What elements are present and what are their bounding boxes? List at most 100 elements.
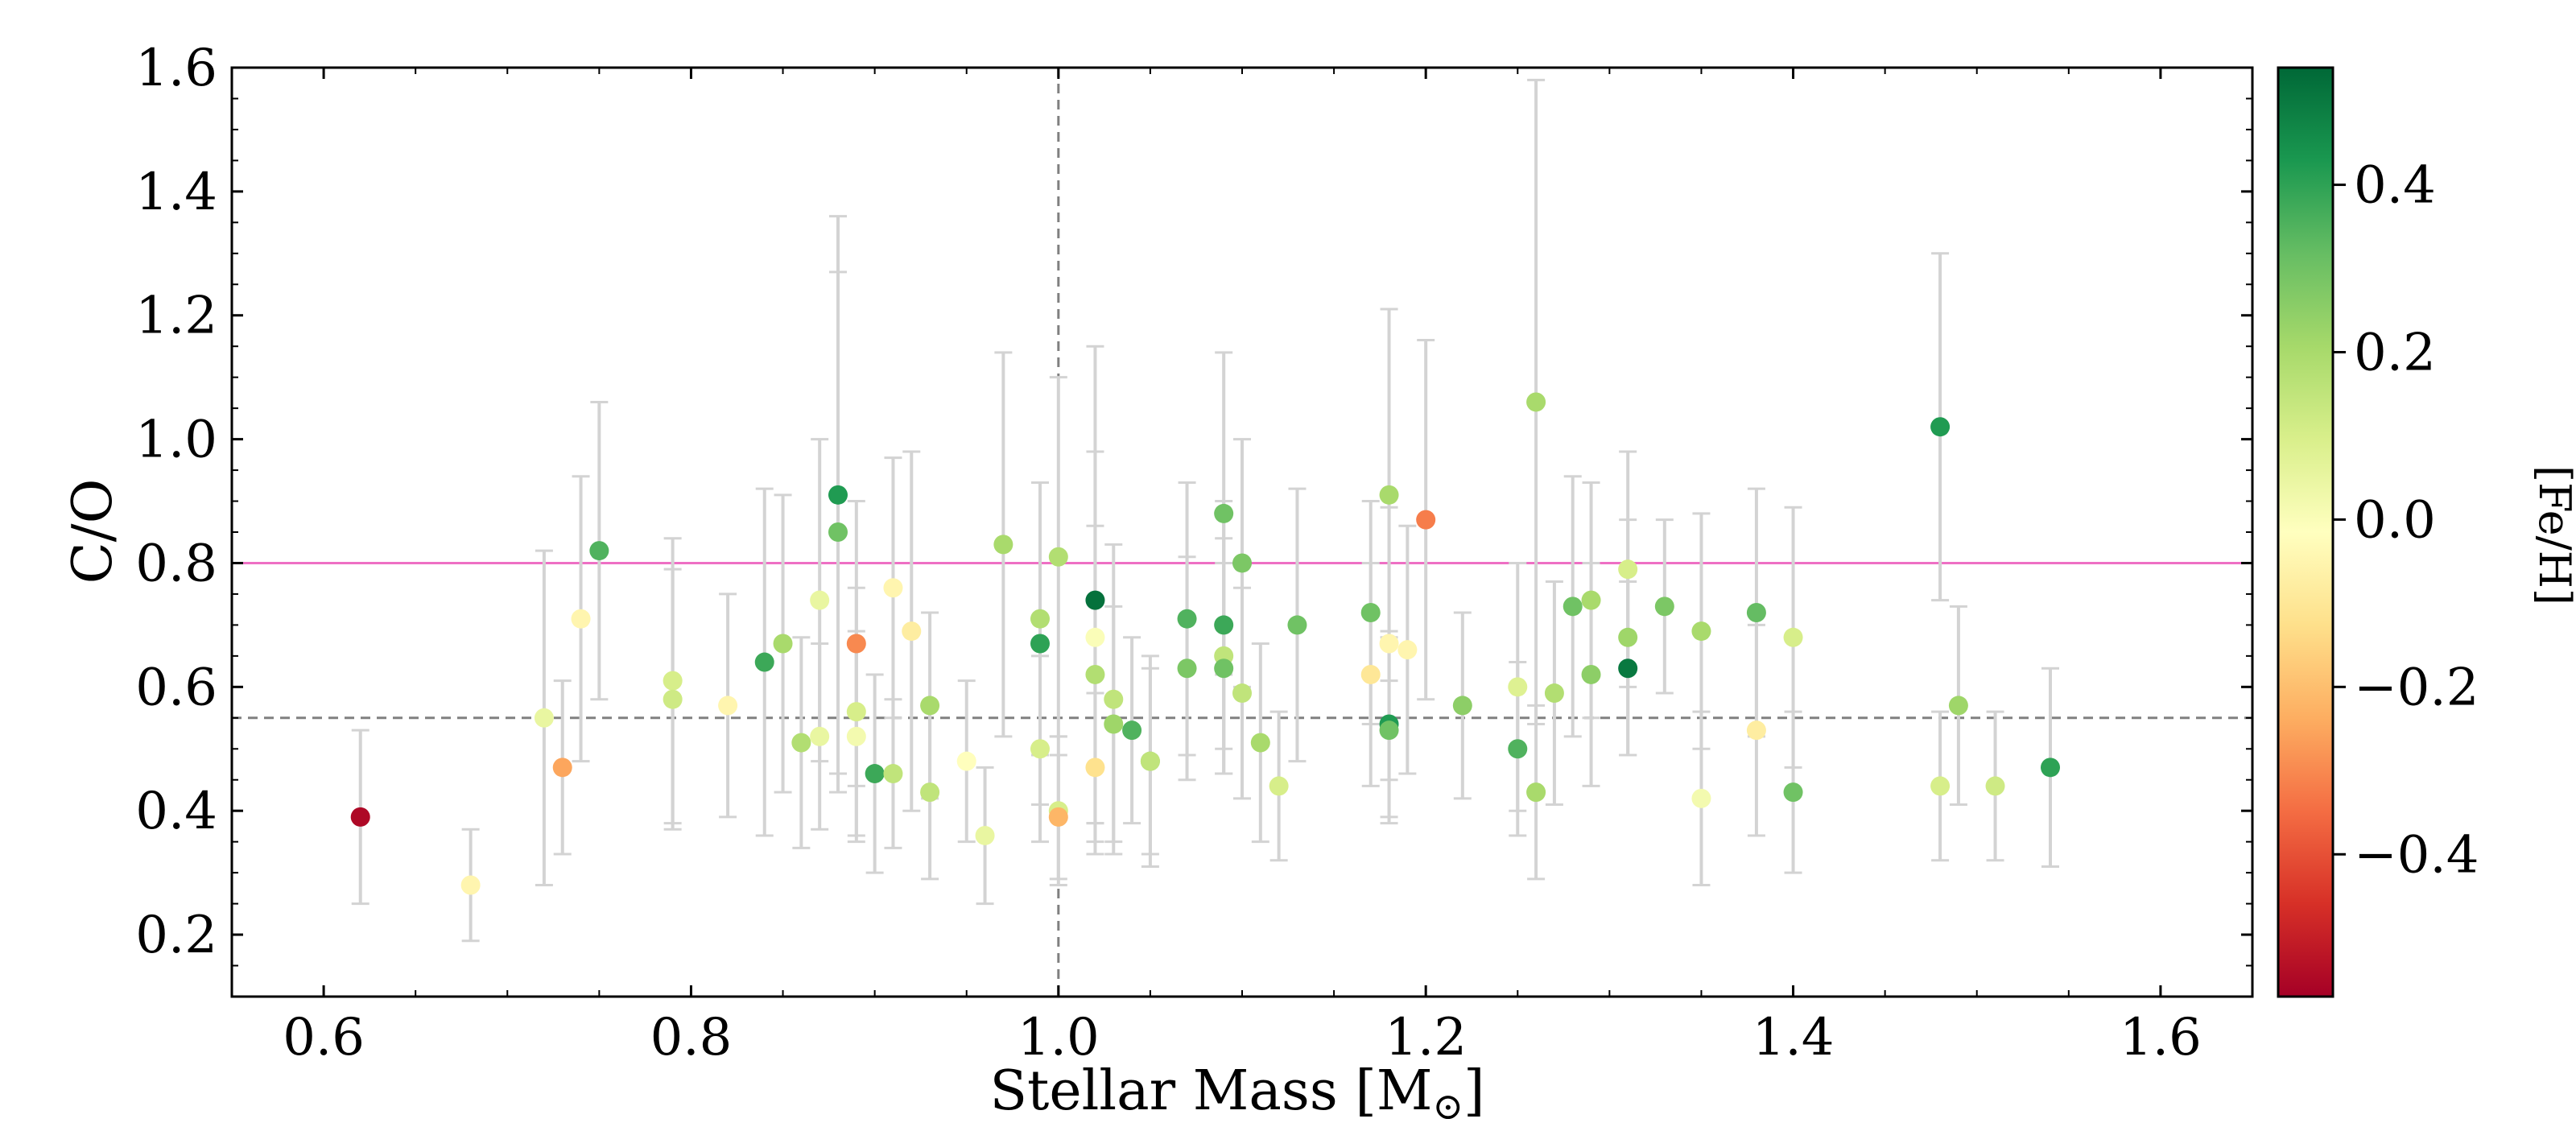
data-point-74 xyxy=(1654,597,1674,617)
data-point-70 xyxy=(1581,664,1601,684)
colorbar-tick-label: −0.4 xyxy=(2354,825,2479,885)
data-point-25 xyxy=(956,751,976,771)
data-point-15 xyxy=(828,522,848,542)
data-point-10 xyxy=(773,634,793,654)
y-tick-label: 1.4 xyxy=(135,163,217,222)
colorbar: −0.4 −0.2 0.0 0.2 0.4 xyxy=(2277,66,2479,998)
data-point-85 xyxy=(2041,758,2060,778)
x-axis-label-text: Stellar Mass [M xyxy=(989,1059,1432,1123)
data-point-40 xyxy=(1122,720,1142,741)
error-bars xyxy=(351,78,2059,943)
data-point-51 xyxy=(1250,733,1270,753)
data-point-11 xyxy=(791,733,811,753)
data-point-16 xyxy=(846,634,866,654)
data-point-59 xyxy=(1379,720,1399,741)
data-point-42 xyxy=(1140,751,1160,771)
y-tick-label: 0.8 xyxy=(135,534,217,593)
data-point-73 xyxy=(1618,658,1638,679)
data-point-61 xyxy=(1416,510,1436,530)
x-axis-label: Stellar Mass [M⊙] xyxy=(989,1059,1484,1127)
data-point-37 xyxy=(1085,758,1105,778)
data-point-44 xyxy=(1177,658,1197,679)
x-axis-label-subscript: ⊙ xyxy=(1432,1084,1463,1127)
data-point-81 xyxy=(1930,417,1951,437)
data-points xyxy=(350,392,2060,895)
data-point-46 xyxy=(1214,615,1234,635)
data-point-24 xyxy=(920,782,940,803)
data-point-30 xyxy=(1030,739,1050,759)
x-tick-label: 0.8 xyxy=(650,1008,733,1067)
data-point-2 xyxy=(534,708,554,728)
data-point-14 xyxy=(828,485,848,505)
y-tick-label: 0.6 xyxy=(135,658,217,717)
data-point-65 xyxy=(1526,392,1546,412)
x-tick-label: 1.2 xyxy=(1385,1008,1467,1067)
x-tick-label: 0.6 xyxy=(283,1008,365,1067)
data-point-55 xyxy=(1360,664,1381,684)
data-point-4 xyxy=(571,609,591,629)
y-axis-label: C/O xyxy=(61,479,125,584)
data-point-34 xyxy=(1085,590,1105,610)
x-tick-label: 1.4 xyxy=(1752,1008,1835,1067)
data-point-52 xyxy=(1269,776,1289,796)
y-tick-label: 0.2 xyxy=(135,906,217,965)
data-point-21 xyxy=(883,764,903,784)
data-point-38 xyxy=(1104,689,1124,709)
data-point-63 xyxy=(1508,677,1528,697)
data-point-1 xyxy=(460,875,481,895)
axes: 0.6 0.8 1.0 1.2 1.4 1.6 0.2 0.4 0.6 0.8 1.0 1.2 1.4 1… xyxy=(135,39,2254,1067)
data-point-56 xyxy=(1379,485,1399,505)
data-point-72 xyxy=(1618,627,1638,647)
data-point-68 xyxy=(1563,597,1583,617)
data-point-78 xyxy=(1746,720,1766,741)
data-point-29 xyxy=(1030,634,1050,654)
data-point-13 xyxy=(810,726,830,746)
x-axis-label-bracket: ] xyxy=(1463,1059,1485,1123)
data-point-5 xyxy=(589,541,609,561)
data-point-76 xyxy=(1691,788,1711,808)
data-point-0 xyxy=(350,807,370,827)
data-point-83 xyxy=(1948,696,1968,716)
data-point-54 xyxy=(1360,603,1381,623)
data-point-84 xyxy=(1985,776,2005,796)
data-point-64 xyxy=(1508,739,1528,759)
colorbar-tick-label: −0.2 xyxy=(2354,658,2479,717)
data-point-31 xyxy=(1048,547,1068,567)
data-point-22 xyxy=(902,621,922,642)
data-point-82 xyxy=(1930,776,1951,796)
data-point-80 xyxy=(1783,782,1803,803)
data-point-60 xyxy=(1397,640,1418,660)
data-point-75 xyxy=(1691,621,1711,642)
y-tick-label: 1.6 xyxy=(135,39,217,98)
data-point-18 xyxy=(846,726,866,746)
data-point-27 xyxy=(993,535,1013,555)
data-point-26 xyxy=(975,825,995,845)
colorbar-tick-label: 0.0 xyxy=(2354,490,2436,550)
data-point-17 xyxy=(846,702,866,722)
data-point-48 xyxy=(1214,658,1234,679)
data-point-57 xyxy=(1379,634,1399,654)
data-point-50 xyxy=(1232,683,1252,704)
data-point-66 xyxy=(1526,782,1546,803)
data-point-71 xyxy=(1618,559,1638,580)
data-point-45 xyxy=(1214,503,1234,523)
data-point-19 xyxy=(865,764,885,784)
data-point-20 xyxy=(883,578,903,598)
data-point-35 xyxy=(1085,627,1105,647)
colorbar-tick-label: 0.2 xyxy=(2354,323,2436,382)
x-tick-label: 1.0 xyxy=(1018,1008,1100,1067)
y-tick-label: 1.2 xyxy=(135,287,217,346)
data-point-7 xyxy=(663,689,683,709)
data-point-36 xyxy=(1085,664,1105,684)
x-tick-label: 1.6 xyxy=(2120,1008,2202,1067)
data-point-67 xyxy=(1544,683,1564,704)
data-point-43 xyxy=(1177,609,1197,629)
colorbar-gradient xyxy=(2277,66,2334,998)
data-point-6 xyxy=(663,671,683,691)
data-point-9 xyxy=(754,652,774,672)
data-point-3 xyxy=(552,758,572,778)
data-point-12 xyxy=(810,590,830,610)
colorbar-label: [Fe/H] xyxy=(2529,465,2576,605)
y-tick-label: 1.0 xyxy=(135,411,217,470)
colorbar-tick-label: 0.4 xyxy=(2354,156,2436,216)
